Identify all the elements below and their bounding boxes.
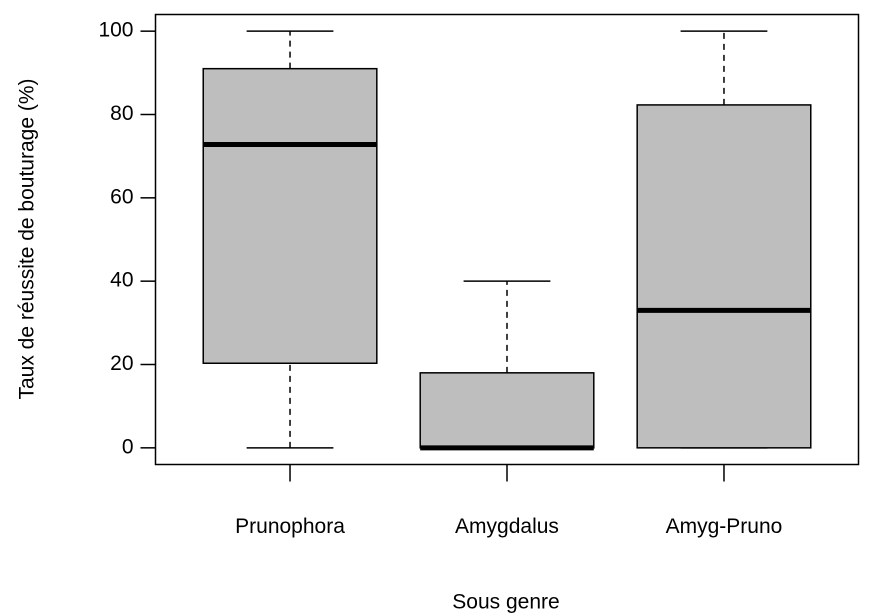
y-tick-label: 80 xyxy=(110,102,133,125)
y-tick-label: 40 xyxy=(110,269,133,292)
x-tick-label: Amygdalus xyxy=(455,515,559,538)
y-tick-label: 100 xyxy=(98,19,133,42)
y-tick-label: 0 xyxy=(122,435,134,458)
x-tick-label: Amyg-Pruno xyxy=(666,515,783,538)
y-tick-label: 60 xyxy=(110,185,133,208)
y-tick-label: 20 xyxy=(110,352,133,375)
box xyxy=(636,104,812,449)
x-tick-label: Prunophora xyxy=(235,515,345,538)
y-axis-label: Taux de réussite de bouturage (%) xyxy=(16,78,39,399)
box xyxy=(202,67,378,365)
box xyxy=(419,372,595,449)
x-axis-label: Sous genre xyxy=(452,591,559,614)
